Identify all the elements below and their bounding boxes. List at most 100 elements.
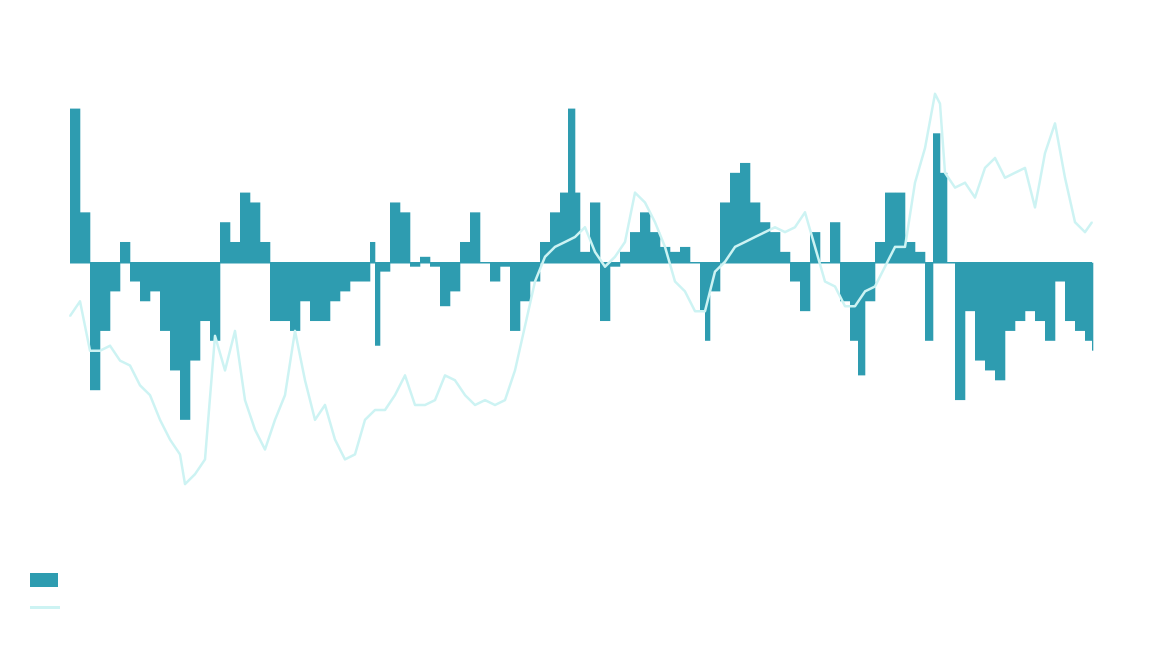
bar	[140, 262, 151, 302]
line-point	[944, 172, 946, 174]
bar	[100, 262, 111, 331]
bar	[340, 262, 351, 292]
bar	[490, 262, 501, 282]
bar	[700, 262, 706, 312]
bar	[460, 241, 471, 263]
bar	[180, 262, 191, 420]
line-point	[284, 394, 286, 396]
line-point	[1004, 176, 1006, 179]
line-point	[724, 260, 726, 263]
line-point	[224, 369, 226, 372]
line-point	[874, 285, 876, 288]
line-point	[644, 201, 646, 204]
line-point	[614, 256, 616, 258]
bar	[130, 262, 141, 282]
line-point	[594, 251, 596, 253]
line-point	[554, 246, 556, 248]
line-point	[384, 409, 386, 411]
bar	[540, 241, 551, 263]
bar	[925, 262, 934, 341]
bar	[575, 192, 581, 263]
bar	[1075, 262, 1086, 331]
bar	[760, 222, 771, 263]
line-point	[704, 310, 706, 312]
line-point	[784, 231, 786, 233]
bar	[290, 262, 301, 331]
line-point	[1034, 206, 1036, 209]
bar	[1065, 262, 1076, 322]
line-point	[934, 92, 936, 95]
line-point	[109, 344, 111, 347]
bar	[310, 262, 321, 322]
line-point	[534, 280, 536, 283]
line-point	[1091, 221, 1093, 224]
line-point	[854, 305, 856, 308]
bar	[590, 202, 601, 263]
bar	[550, 212, 561, 263]
line-point	[764, 231, 766, 233]
legend-swatch-bars	[30, 573, 58, 587]
line-point	[169, 438, 171, 441]
bar	[270, 262, 281, 322]
bar	[800, 262, 811, 312]
line-point	[404, 374, 406, 377]
line-point	[634, 191, 636, 194]
bar	[500, 262, 511, 267]
bar	[260, 241, 271, 263]
line-point	[734, 246, 736, 248]
bar	[933, 133, 941, 263]
bar	[830, 222, 841, 263]
line-point	[564, 241, 566, 243]
bar	[780, 251, 791, 263]
bar	[1092, 262, 1094, 351]
bar	[865, 262, 876, 302]
bar	[400, 212, 411, 263]
line-point	[444, 374, 446, 377]
bar	[80, 212, 91, 263]
line-point	[834, 285, 836, 288]
bar	[230, 241, 241, 263]
bar	[510, 262, 521, 331]
bar	[520, 262, 531, 302]
line-point	[324, 404, 326, 406]
line-point	[414, 404, 416, 406]
bar	[90, 262, 101, 391]
bar	[600, 262, 611, 322]
line-point	[544, 256, 546, 258]
line-point	[824, 280, 826, 283]
bar	[965, 262, 976, 312]
bar	[985, 262, 996, 371]
bar	[630, 232, 641, 263]
bar	[440, 262, 451, 307]
bar	[470, 212, 481, 263]
bar	[280, 262, 291, 322]
bar	[160, 262, 171, 331]
legend-swatch-line	[30, 606, 60, 609]
line-point	[744, 241, 746, 243]
bar	[430, 262, 441, 267]
line-point	[994, 157, 996, 159]
line-point	[894, 246, 896, 248]
legend-item-bars	[30, 573, 66, 587]
bar	[560, 192, 569, 263]
bar	[210, 262, 221, 341]
bar	[660, 246, 671, 263]
line-point	[924, 147, 926, 149]
bar	[1035, 262, 1046, 322]
bar	[995, 262, 1006, 381]
line-point	[159, 419, 161, 421]
line-point	[654, 221, 656, 224]
line-point	[624, 241, 626, 243]
line-point	[454, 379, 456, 382]
bar	[740, 162, 751, 263]
bar	[568, 108, 576, 263]
bar	[250, 202, 261, 263]
line-point	[344, 458, 346, 461]
bar	[240, 192, 251, 263]
bar	[840, 262, 851, 302]
bar	[110, 262, 121, 292]
line-point	[139, 384, 141, 387]
bar	[610, 262, 621, 267]
bar	[858, 262, 866, 376]
bar	[670, 251, 681, 263]
